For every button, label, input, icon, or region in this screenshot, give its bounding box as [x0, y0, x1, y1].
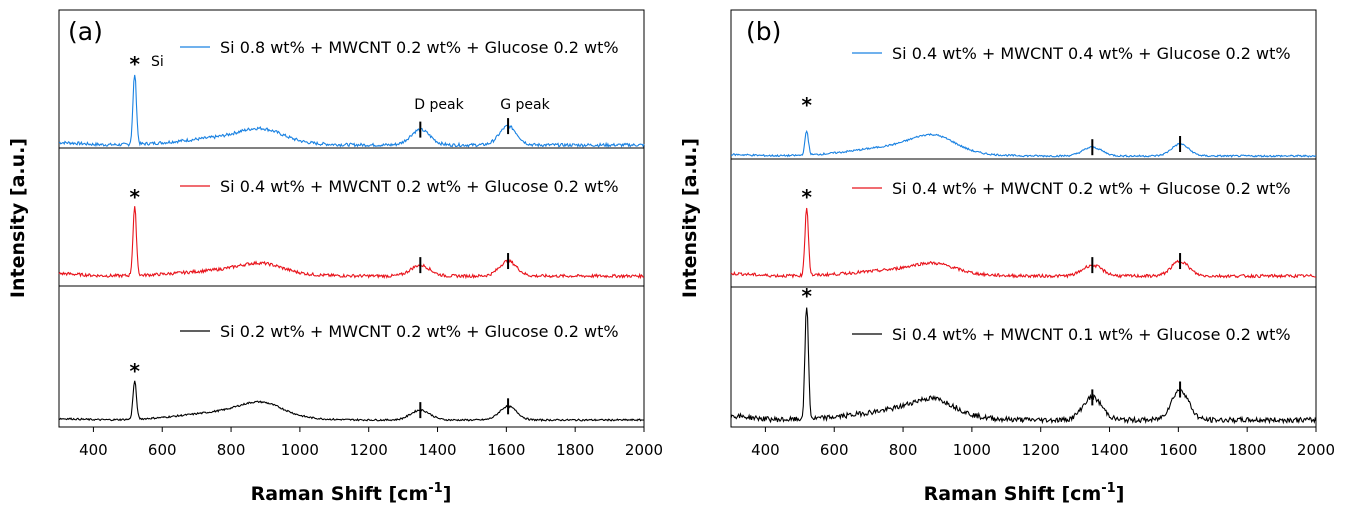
x-axis-title-b-end: ] [1116, 483, 1125, 505]
panel-b: (b) Intensity [a.u.] Raman Shift [cm-1] … [679, 9, 1335, 505]
x-tick-label: 1800 [1228, 441, 1266, 459]
legend-label: Si 0.4 wt% + MWCNT 0.4 wt% + Glucose 0.2… [892, 44, 1291, 63]
plot-layer-a: 400 600 800 1000 1200 1400 1600 1800 2000 * Si 0.8… [58, 38, 663, 459]
x-tick-label: 1400 [418, 441, 456, 459]
x-tick-label: 1000 [953, 441, 991, 459]
x-axis-title-b-sup: -1 [1101, 481, 1115, 496]
legend-label: Si 0.4 wt% + MWCNT 0.1 wt% + Glucose 0.2… [892, 325, 1291, 344]
series-line [58, 74, 645, 148]
x-axis-title-b-main: Raman Shift [cm [924, 483, 1102, 505]
legend-label: Si 0.4 wt% + MWCNT 0.2 wt% + Glucose 0.2… [892, 179, 1291, 198]
legend-label: Si 0.4 wt% + MWCNT 0.2 wt% + Glucose 0.2… [220, 177, 619, 196]
si-peak-star: * [129, 185, 140, 209]
d-peak-annotation: D peak [414, 97, 464, 113]
panel-label-a: (a) [68, 17, 103, 46]
series-line [58, 380, 645, 422]
x-tick-label: 1200 [1022, 441, 1060, 459]
series-line [730, 207, 1317, 279]
si-peak-star: * [801, 185, 812, 209]
si-peak-star: * [129, 359, 140, 383]
x-tick-label: 1400 [1090, 441, 1128, 459]
x-tick-label: 800 [889, 441, 918, 459]
x-tick-label: 400 [751, 441, 780, 459]
x-tick-label: 2000 [625, 441, 663, 459]
x-tick-label: 600 [820, 441, 849, 459]
x-tick-label: 1000 [281, 441, 319, 459]
x-tick-label: 1600 [1159, 441, 1197, 459]
x-tick-label: 2000 [1297, 441, 1335, 459]
plot-frame-b [730, 9, 1317, 428]
series-line [730, 129, 1317, 158]
y-axis-title-a: Intensity [a.u.] [7, 138, 29, 298]
y-axis-title-b: Intensity [a.u.] [679, 138, 701, 298]
x-axis-title-b: Raman Shift [cm-1] [924, 481, 1125, 505]
plot-layer-b: 400 600 800 1000 1200 1400 1600 1800 2000 * Si 0.4… [730, 44, 1335, 459]
series-line [58, 206, 645, 280]
x-tick-label: 600 [148, 441, 177, 459]
x-axis-title-a: Raman Shift [cm-1] [251, 481, 452, 505]
x-tick-label: 1200 [350, 441, 388, 459]
legend-label: Si 0.8 wt% + MWCNT 0.2 wt% + Glucose 0.2… [220, 38, 619, 57]
si-peak-star: * [801, 93, 812, 117]
panel-a: (a) Intensity [a.u.] Raman Shift [cm-1] … [7, 9, 663, 505]
x-tick-label: 1600 [487, 441, 525, 459]
legend-label: Si 0.2 wt% + MWCNT 0.2 wt% + Glucose 0.2… [220, 322, 619, 341]
x-axis-title-a-main: Raman Shift [cm [251, 483, 429, 505]
si-annotation: Si [151, 54, 164, 70]
si-peak-star: * [801, 284, 812, 308]
si-peak-star: * [129, 52, 140, 76]
x-tick-label: 1800 [556, 441, 594, 459]
x-tick-label: 800 [217, 441, 246, 459]
series-line [730, 307, 1317, 425]
plot-frame-a [58, 9, 645, 428]
x-axis-title-a-sup: -1 [428, 481, 442, 496]
x-tick-label: 400 [79, 441, 108, 459]
g-peak-annotation: G peak [500, 97, 550, 113]
panel-label-b: (b) [746, 17, 781, 46]
x-axis-title-a-end: ] [443, 483, 452, 505]
